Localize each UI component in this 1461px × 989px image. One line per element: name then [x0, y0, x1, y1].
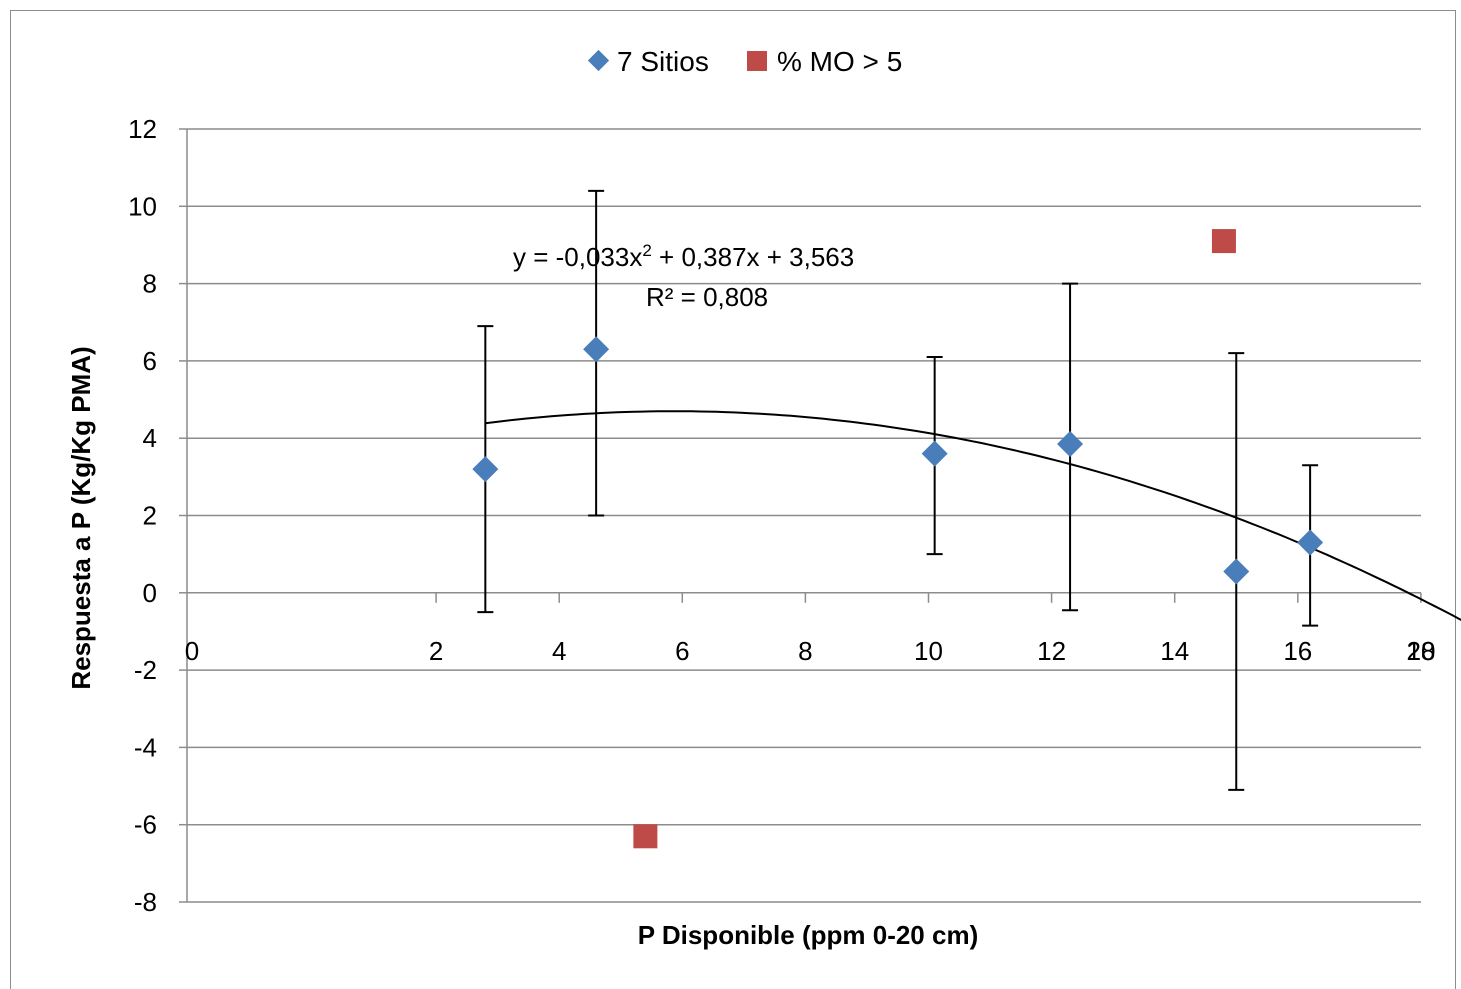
point-7-sitios — [1057, 430, 1084, 457]
gridlines — [187, 128, 1421, 903]
y-tick-label: -6 — [134, 810, 157, 840]
trendline-equation-text: y = -0,033x2 + 0,387x + 3,563 — [513, 241, 854, 272]
axes — [179, 128, 1422, 903]
legend: 7 Sitios % MO > 5 — [587, 46, 902, 77]
y-tick-label: -8 — [134, 887, 157, 917]
y-tick-label: 12 — [128, 114, 157, 144]
point-7-sitios — [1297, 529, 1324, 556]
y-tick-label: -4 — [134, 732, 157, 762]
y-tick-label: 2 — [143, 501, 157, 531]
y-tick-label: 10 — [128, 191, 157, 221]
x-tick-label: 14 — [1160, 636, 1189, 666]
legend-label-7-sitios: 7 Sitios — [617, 46, 709, 77]
point-7-sitios — [472, 456, 499, 483]
x-tick-label: 4 — [552, 636, 566, 666]
legend-marker-7-sitios — [587, 49, 610, 72]
x-tick-label: 0 — [185, 636, 199, 666]
trendline — [485, 410, 1461, 621]
y-tick-label: -2 — [134, 655, 157, 685]
point-7-sitios — [921, 440, 948, 467]
y-tick-label: 6 — [143, 346, 157, 376]
trendline-curve — [485, 410, 1461, 621]
y-tick-label: 4 — [143, 423, 157, 453]
point-7-sitios — [1223, 558, 1250, 585]
point-mo — [633, 824, 658, 849]
y-axis-title: Respuesta a P (Kg/Kg PMA) — [66, 346, 96, 689]
r-squared-text: R² = 0,808 — [646, 282, 768, 312]
legend-label-mo: % MO > 5 — [777, 46, 902, 77]
x-tick-label: 8 — [798, 636, 812, 666]
error-bars — [477, 189, 1319, 791]
x-tick-label: 12 — [1037, 636, 1066, 666]
x-tick-label: 16 — [1283, 636, 1312, 666]
x-axis-title: P Disponible (ppm 0-20 cm) — [638, 920, 978, 950]
x-tick-label: 2 — [429, 636, 443, 666]
x-tick-label: 20 — [1407, 636, 1436, 666]
x-tick-label: 18 — [1406, 636, 1435, 666]
y-tick-label: 8 — [143, 269, 157, 299]
y-tick-label: 0 — [143, 578, 157, 608]
chart-frame — [10, 10, 1456, 989]
x-tick-label: 10 — [914, 636, 943, 666]
point-7-sitios — [583, 336, 610, 363]
trendline-equation: y = -0,033x2 + 0,387x + 3,563 R² = 0,808 — [513, 241, 854, 312]
legend-marker-mo — [747, 51, 767, 71]
data-markers — [472, 229, 1324, 849]
x-tick-label: 6 — [675, 636, 689, 666]
point-mo — [1211, 229, 1236, 254]
